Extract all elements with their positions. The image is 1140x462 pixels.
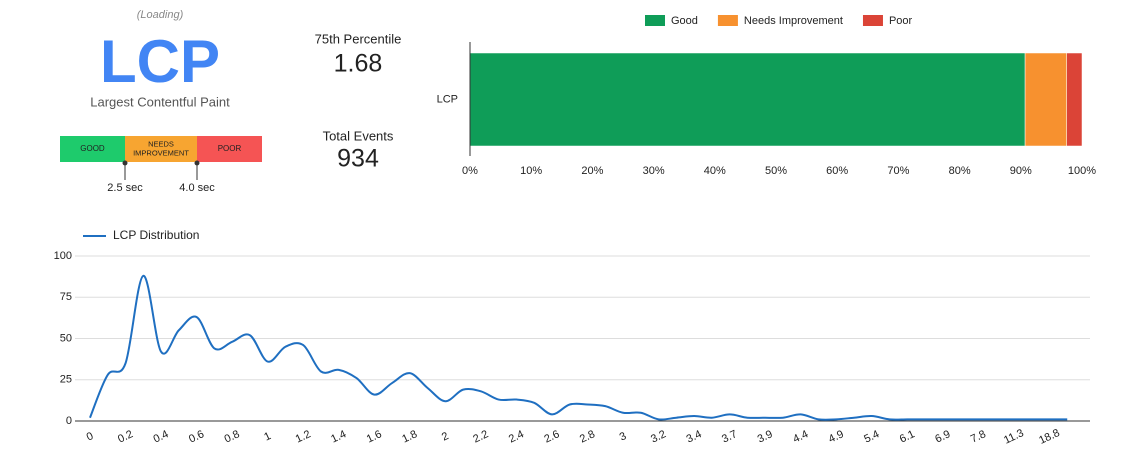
x-tick-label: 2 xyxy=(440,430,451,443)
threshold-word: IMPROVEMENT xyxy=(133,148,189,157)
legend-swatch xyxy=(645,15,665,26)
y-tick-label: 75 xyxy=(60,291,72,303)
x-tick-label: 2.2 xyxy=(471,428,490,445)
threshold-segment xyxy=(197,136,262,162)
threshold-dot xyxy=(122,160,128,166)
x-tick-label: 2.8 xyxy=(578,428,597,445)
x-tick-label: 3.7 xyxy=(720,428,739,445)
x-tick-label: 5.4 xyxy=(862,428,881,445)
threshold-mark: 4.0 sec xyxy=(179,182,215,194)
threshold-segment xyxy=(125,136,197,162)
legend-label: Good xyxy=(671,15,698,27)
x-tick-label: 4.4 xyxy=(791,428,810,445)
x-tick-label: 6.9 xyxy=(933,428,952,445)
line-series xyxy=(89,274,1068,421)
status: (Loading) xyxy=(137,9,184,21)
threshold-word: NEEDS xyxy=(148,139,174,148)
bar-segment xyxy=(469,52,1026,147)
x-tick-label: 100% xyxy=(1068,165,1096,177)
y-tick-label: LCP xyxy=(437,93,458,105)
x-tick-label: 0 xyxy=(85,430,96,443)
x-tick-label: 80% xyxy=(949,165,971,177)
x-tick-label: 50% xyxy=(765,165,787,177)
x-tick-label: 1 xyxy=(262,430,273,443)
stat-value: 934 xyxy=(337,145,379,173)
threshold-label: NEEDS IMPROVEMENT xyxy=(133,139,189,157)
legend-label: LCP Distribution xyxy=(113,228,199,242)
threshold-dot xyxy=(194,160,200,166)
x-tick-label: 6.1 xyxy=(898,428,917,445)
x-tick-label: 2.4 xyxy=(507,428,526,445)
legend-swatch xyxy=(717,15,738,26)
y-tick-label: 25 xyxy=(60,374,72,386)
x-tick-label: 18.8 xyxy=(1037,427,1061,447)
y-tick-label: 100 xyxy=(54,250,72,262)
x-tick-label: 3.2 xyxy=(649,428,668,445)
y-tick-label: 0 xyxy=(66,415,72,427)
x-tick-label: 0.2 xyxy=(116,428,135,445)
x-tick-label: 1.8 xyxy=(400,428,419,445)
threshold-mark: 2.5 sec xyxy=(107,182,143,194)
stat-value: 1.68 xyxy=(334,50,383,78)
y-tick-label: 50 xyxy=(60,332,72,344)
threshold-label: POOR xyxy=(218,144,242,153)
legend-swatch xyxy=(862,15,883,26)
metric: LCP xyxy=(100,28,220,95)
bar-segment xyxy=(1066,52,1083,147)
x-tick-label: 4.9 xyxy=(827,428,846,445)
legend-label: Poor xyxy=(889,15,913,27)
x-tick-label: 3 xyxy=(618,430,629,443)
x-tick-label: 0.4 xyxy=(152,428,171,445)
x-tick-label: 0.8 xyxy=(223,428,242,445)
stat-label: Total Events xyxy=(323,128,394,143)
stat-label: 75th Percentile xyxy=(315,31,402,46)
x-tick-label: 11.3 xyxy=(1002,427,1026,447)
x-tick-label: 30% xyxy=(643,165,665,177)
x-tick-label: 10% xyxy=(520,165,542,177)
legend-label: Needs Improvement xyxy=(744,15,843,27)
metric-name: Largest Contentful Paint xyxy=(90,94,230,109)
x-tick-label: 1.6 xyxy=(365,428,384,445)
x-tick-label: 0.6 xyxy=(187,428,206,445)
x-tick-label: 7.8 xyxy=(969,428,988,445)
bar-segment xyxy=(1024,52,1067,147)
x-tick-label: 0% xyxy=(462,165,478,177)
threshold-label: GOOD xyxy=(80,144,105,153)
x-tick-label: 20% xyxy=(581,165,603,177)
x-tick-label: 3.4 xyxy=(685,428,704,445)
x-tick-label: 70% xyxy=(887,165,909,177)
threshold-segment xyxy=(60,136,125,162)
x-tick-label: 1.4 xyxy=(329,428,348,445)
x-tick-label: 1.2 xyxy=(294,428,313,445)
x-tick-label: 90% xyxy=(1010,165,1032,177)
x-tick-label: 40% xyxy=(704,165,726,177)
x-tick-label: 2.6 xyxy=(542,428,561,445)
x-tick-label: 3.9 xyxy=(756,428,775,445)
x-tick-label: 60% xyxy=(826,165,848,177)
